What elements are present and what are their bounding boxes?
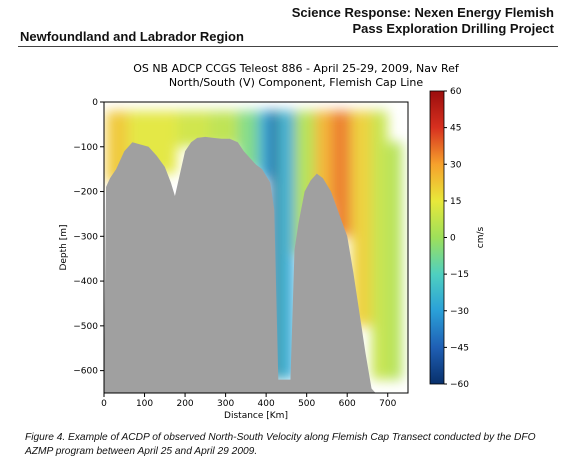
velocity-cell bbox=[371, 110, 388, 380]
x-tick-label: 700 bbox=[379, 399, 396, 409]
velocity-field bbox=[104, 110, 408, 393]
seabed-bathymetry bbox=[104, 136, 408, 393]
y-tick-label: 0 bbox=[92, 98, 98, 108]
document-title-line1: Science Response: Nexen Energy Flemish bbox=[291, 5, 554, 20]
document-title: Science Response: Nexen Energy Flemish P… bbox=[292, 5, 554, 37]
plot-frame bbox=[103, 101, 409, 394]
colorbar-tick-label: −45 bbox=[450, 343, 469, 353]
colorbar-tick-label: 30 bbox=[450, 160, 462, 170]
x-tick-label: 300 bbox=[217, 399, 234, 409]
y-tick-label: −600 bbox=[73, 367, 98, 377]
y-tick-label: −100 bbox=[73, 143, 98, 153]
colorbar-tick-label: 60 bbox=[450, 87, 462, 97]
colorbar-label: cm/s bbox=[476, 226, 486, 248]
y-tick-label: −300 bbox=[73, 232, 98, 242]
y-tick-label: −500 bbox=[73, 322, 98, 332]
header-divider bbox=[18, 46, 558, 47]
region-heading: Newfoundland and Labrador Region bbox=[20, 29, 244, 44]
colorbar-tick-label: −15 bbox=[450, 270, 469, 280]
colorbar-tick-label: 15 bbox=[450, 197, 461, 207]
colorbar: 60 45 30 15 0 −15 −30 −45 −60 bbox=[429, 87, 469, 390]
colorbar-scale bbox=[429, 90, 445, 385]
y-axis-label: Depth [m] bbox=[59, 224, 69, 270]
x-tick-label: 600 bbox=[339, 399, 356, 409]
x-tick-label: 100 bbox=[136, 399, 153, 409]
x-tick-label: 200 bbox=[176, 399, 193, 409]
velocity-cell bbox=[387, 142, 402, 380]
colorbar-tick-label: 0 bbox=[450, 234, 456, 244]
velocity-cell bbox=[258, 110, 271, 179]
chart-title-line2: North/South (V) Component, Flemish Cap L… bbox=[169, 76, 424, 89]
velocity-cell bbox=[278, 110, 285, 380]
velocity-cell bbox=[351, 110, 372, 326]
colorbar-tick-label: −60 bbox=[450, 380, 469, 390]
y-tick-label: −400 bbox=[73, 277, 98, 287]
figure-caption: Figure 4. Example of ACDP of observed No… bbox=[25, 432, 536, 457]
colorbar-tick-label: 45 bbox=[450, 124, 461, 134]
chart-title-line1: OS NB ADCP CCGS Teleost 886 - April 25-2… bbox=[133, 62, 460, 75]
x-tick-label: 500 bbox=[298, 399, 315, 409]
plot-area bbox=[103, 101, 409, 394]
x-axis-label: Distance [Km] bbox=[224, 411, 288, 421]
y-tick-label: −200 bbox=[73, 188, 98, 198]
velocity-cell bbox=[284, 110, 295, 380]
x-tick-label: 0 bbox=[101, 399, 107, 409]
document-title-line2: Pass Exploration Drilling Project bbox=[352, 21, 554, 36]
colorbar-tick-label: −30 bbox=[450, 307, 469, 317]
x-tick-label: 400 bbox=[258, 399, 275, 409]
axes: 0 100 200 300 400 500 600 700 0 −100 −200 −300 −400 −… bbox=[73, 98, 396, 409]
velocity-cell bbox=[330, 110, 352, 237]
